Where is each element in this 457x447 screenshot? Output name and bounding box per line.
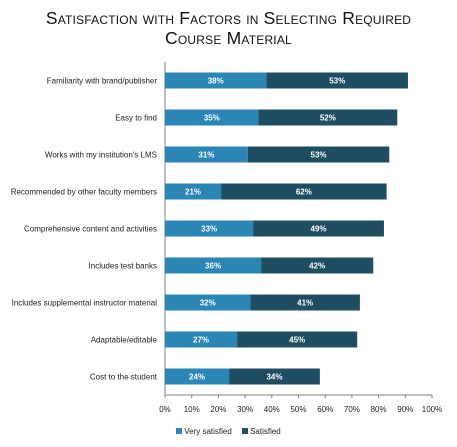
legend-label-very-satisfied: Very satisfied [184, 427, 232, 436]
chart-title-line-1: Satisfaction with Factors in Selecting R… [45, 8, 412, 28]
bar-segment [250, 294, 360, 311]
bar-segment [247, 146, 390, 163]
bar-segment [229, 368, 320, 385]
x-tick-label: 90% [397, 405, 413, 414]
data-label: 53% [329, 77, 345, 86]
bar-segment [266, 72, 408, 89]
category-label: Adaptable/editable [91, 336, 158, 345]
x-tick-label: 60% [317, 405, 333, 414]
chart-title-line-2: Course Material [165, 28, 292, 48]
data-label: 38% [208, 77, 224, 86]
data-label: 21% [185, 188, 201, 197]
data-label: 41% [297, 299, 313, 308]
bar-segment [165, 220, 254, 237]
bar-segment [165, 146, 248, 163]
data-label: 62% [296, 188, 312, 197]
data-label: 45% [289, 336, 305, 345]
legend-item-very-satisfied: Very satisfied [176, 427, 232, 436]
x-tick-label: 0% [159, 405, 171, 414]
data-label: 24% [189, 373, 205, 382]
data-label: 27% [193, 336, 209, 345]
x-tick-label: 30% [237, 405, 253, 414]
bar-segment [221, 183, 387, 200]
x-tick-label: 80% [371, 405, 387, 414]
data-label: 33% [201, 225, 217, 234]
data-label: 49% [311, 225, 327, 234]
legend-swatch-very-satisfied [176, 427, 183, 434]
category-label: Recommended by other faculty members [11, 188, 157, 197]
category-label: Cost to the student [90, 373, 158, 382]
bar-segment [165, 294, 251, 311]
legend: Very satisfied Satisfied [0, 427, 457, 436]
category-label: Includes supplemental instructor materia… [12, 299, 158, 308]
category-label: Works with my institution's LMS [45, 151, 157, 160]
bar-segment [258, 109, 398, 126]
bar-segment [165, 109, 259, 126]
legend-swatch-satisfied [242, 427, 249, 434]
bar-segment [165, 331, 238, 348]
category-label: Comprehensive content and activities [24, 225, 157, 234]
category-label: Familiarity with brand/publisher [47, 77, 158, 86]
x-tick-label: 40% [264, 405, 280, 414]
data-label: 36% [205, 262, 221, 271]
category-label: Easy to find [115, 114, 157, 123]
bar-segment [165, 257, 262, 274]
data-label: 32% [200, 299, 216, 308]
x-tick-label: 100% [422, 405, 442, 414]
bar-segment [237, 331, 358, 348]
x-tick-label: 20% [210, 405, 226, 414]
data-label: 35% [204, 114, 220, 123]
data-label: 42% [309, 262, 325, 271]
data-label: 34% [266, 373, 282, 382]
category-label: Includes test banks [89, 262, 157, 271]
bar-segment [253, 220, 384, 237]
legend-item-satisfied: Satisfied [242, 427, 281, 436]
data-label: 31% [198, 151, 214, 160]
legend-label-satisfied: Satisfied [250, 427, 281, 436]
bar-segment [261, 257, 374, 274]
data-label: 52% [320, 114, 336, 123]
bar-segment [165, 368, 230, 385]
bar-segment [165, 183, 222, 200]
chart-title: Satisfaction with Factors in Selecting R… [0, 8, 457, 48]
x-tick-label: 70% [344, 405, 360, 414]
bar-segment [165, 72, 267, 89]
data-label: 53% [311, 151, 327, 160]
x-tick-label: 10% [184, 405, 200, 414]
x-tick-label: 50% [290, 405, 306, 414]
